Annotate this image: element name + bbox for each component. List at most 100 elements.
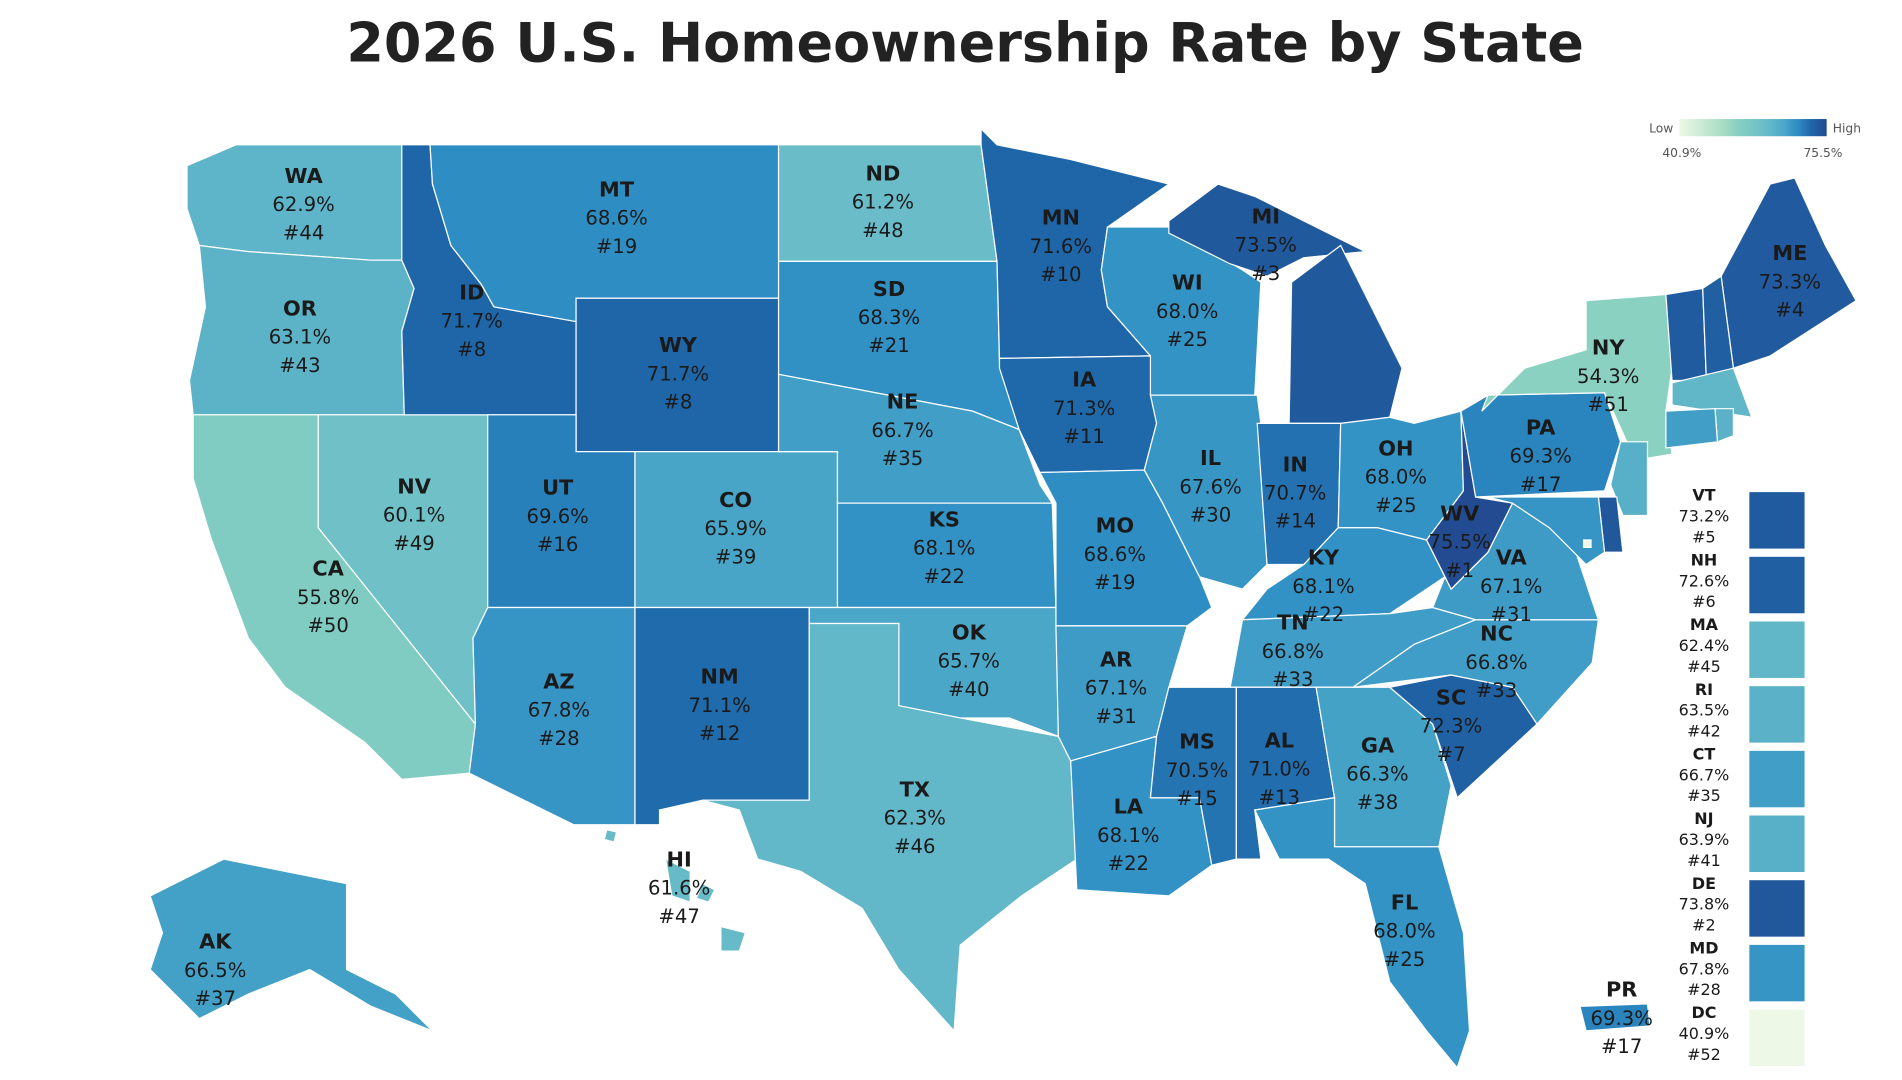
state-rank: #31 (1095, 705, 1136, 728)
small-state-box (1749, 492, 1805, 549)
small-state-box (1749, 815, 1805, 872)
state-shape (1583, 539, 1592, 548)
small-state-box (1749, 621, 1805, 678)
state-abbr: OH (1378, 436, 1413, 460)
state-value: 67.8% (528, 699, 590, 722)
small-state-rank: #35 (1687, 786, 1721, 805)
state-value: 68.1% (913, 537, 975, 560)
state-rank: #8 (663, 391, 692, 414)
state-shape (149, 858, 433, 1032)
state-value: 71.3% (1053, 397, 1115, 420)
state-value: 68.6% (585, 207, 647, 230)
state-abbr: HI (667, 847, 692, 871)
small-state-value: 67.8% (1679, 959, 1730, 978)
small-state-value: 73.8% (1679, 895, 1730, 914)
small-state-abbr: CT (1693, 744, 1716, 763)
state-shape (1665, 408, 1719, 449)
legend-low: Low (1649, 122, 1673, 136)
small-state-box (1749, 1009, 1805, 1067)
state-value: 67.1% (1085, 677, 1147, 700)
state-value: 70.5% (1166, 759, 1228, 782)
state-abbr: WI (1172, 271, 1203, 295)
small-state-rank: #42 (1687, 721, 1721, 740)
small-state-box (1749, 686, 1805, 743)
state-abbr: TX (900, 778, 930, 802)
small-state-value: 62.4% (1679, 636, 1730, 655)
state-abbr: SD (873, 277, 905, 301)
state-rank: #21 (868, 334, 909, 357)
state-rank: #39 (715, 545, 756, 568)
small-state-value: 66.7% (1679, 765, 1730, 784)
state-rank: #38 (1357, 791, 1398, 814)
state-value: 73.3% (1759, 270, 1821, 293)
state-value: 54.3% (1577, 365, 1639, 388)
small-state-abbr: VT (1692, 486, 1715, 505)
state-rank: #31 (1491, 603, 1532, 626)
state-value: 66.8% (1465, 651, 1527, 674)
state-value: 61.2% (852, 191, 914, 214)
state-abbr: NY (1592, 336, 1625, 360)
state-abbr: PA (1526, 415, 1556, 439)
state-rank: #19 (596, 235, 637, 258)
state-rank: #17 (1520, 473, 1561, 496)
state-abbr: NC (1480, 622, 1513, 646)
state-rank: #25 (1167, 328, 1208, 351)
legend-max: 75.5% (1803, 146, 1842, 160)
small-state-rank: #6 (1692, 592, 1716, 611)
state-value: 63.1% (269, 326, 331, 349)
small-state-value: 73.2% (1679, 507, 1730, 526)
state-value: 68.1% (1097, 824, 1159, 847)
state-rank: #33 (1476, 679, 1517, 702)
state-rank: #22 (924, 565, 965, 588)
small-state-value: 72.6% (1679, 571, 1730, 590)
state-rank: #51 (1587, 393, 1628, 416)
state-value: 68.3% (858, 306, 920, 329)
state-shape (1143, 394, 1268, 590)
small-state-rank: #2 (1692, 916, 1716, 935)
state-rank: #28 (538, 727, 579, 750)
state-abbr: NV (397, 474, 431, 498)
state-rank: #47 (658, 905, 699, 928)
state-abbr: UT (542, 476, 574, 500)
state-value: 71.6% (1030, 235, 1092, 258)
state-shape (1288, 244, 1403, 425)
state-abbr: WA (285, 164, 324, 188)
state-rank: #7 (1437, 743, 1466, 766)
small-state-abbr: DC (1691, 1003, 1716, 1022)
state-shape (720, 925, 747, 952)
state-value: 70.7% (1264, 482, 1326, 505)
state-value: 71.7% (647, 362, 709, 385)
small-state-rank: #52 (1687, 1045, 1721, 1064)
state-abbr: TN (1277, 611, 1309, 635)
state-value: 75.5% (1429, 531, 1491, 554)
state-value: 68.6% (1084, 543, 1146, 566)
state-value: 72.3% (1420, 715, 1482, 738)
state-abbr: LA (1114, 795, 1144, 819)
small-state-box (1749, 880, 1805, 937)
state-value: 66.8% (1262, 640, 1324, 663)
state-abbr: AL (1265, 728, 1294, 752)
state-rank: #37 (195, 987, 236, 1010)
state-rank: #8 (457, 338, 486, 361)
state-rank: #17 (1601, 1035, 1642, 1058)
state-value: 66.3% (1346, 763, 1408, 786)
state-abbr: CA (312, 557, 344, 581)
state-abbr: IL (1200, 446, 1221, 470)
state-value: 69.6% (526, 505, 588, 528)
state-abbr: CO (719, 488, 752, 512)
state-value: 68.0% (1373, 920, 1435, 943)
state-abbr: IA (1072, 368, 1097, 392)
small-state-abbr: NJ (1694, 809, 1713, 828)
small-state-value: 40.9% (1679, 1024, 1730, 1043)
small-state-rank: #5 (1692, 527, 1716, 546)
state-shape (1352, 619, 1600, 726)
small-state-abbr: NH (1691, 550, 1718, 569)
small-state-abbr: MD (1689, 938, 1718, 957)
state-rank: #4 (1775, 299, 1804, 322)
state-shape (1610, 441, 1649, 517)
state-shape (1579, 1003, 1651, 1032)
state-rank: #11 (1063, 425, 1104, 448)
state-abbr: AR (1100, 647, 1132, 671)
state-rank: #22 (1108, 852, 1149, 875)
